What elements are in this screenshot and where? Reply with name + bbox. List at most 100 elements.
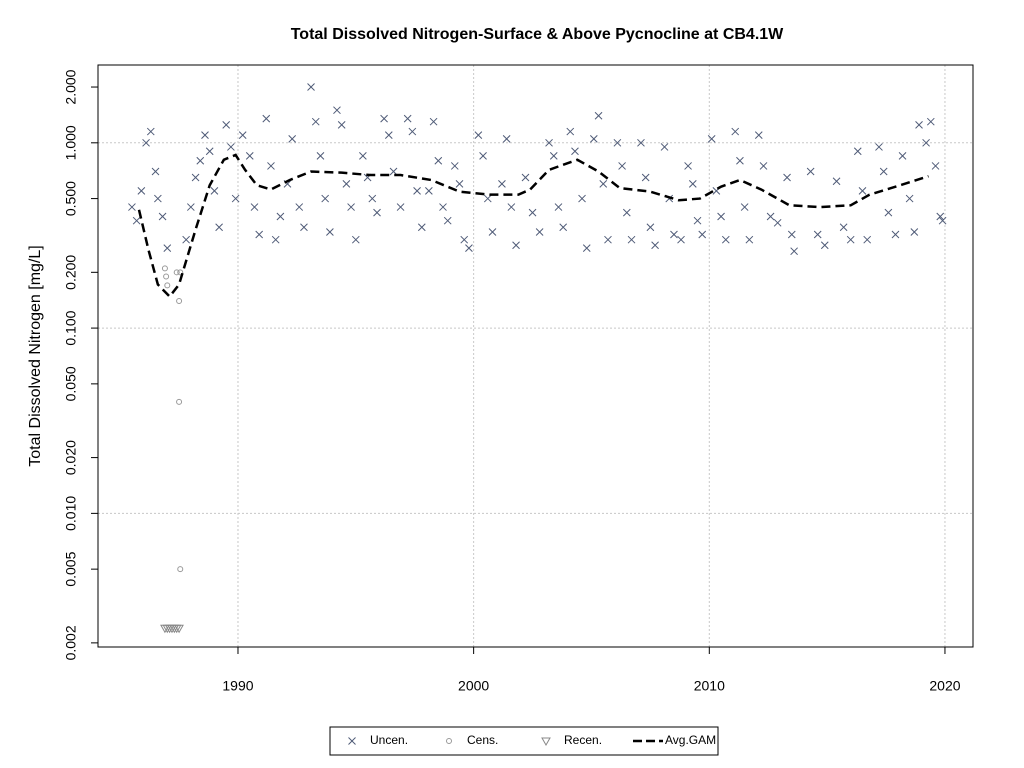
x-marker bbox=[498, 180, 506, 188]
circle-marker bbox=[173, 269, 180, 276]
x-stroke bbox=[535, 228, 544, 236]
x-marker bbox=[311, 117, 320, 126]
x-stroke bbox=[439, 203, 447, 211]
x-marker bbox=[479, 152, 487, 160]
x-marker bbox=[879, 167, 888, 176]
x-marker bbox=[839, 223, 848, 232]
y-tick-label: 1.000 bbox=[63, 125, 79, 160]
x-marker bbox=[910, 228, 919, 236]
x-stroke bbox=[262, 114, 271, 123]
x-stroke bbox=[884, 208, 893, 217]
x-stroke bbox=[938, 216, 947, 225]
x-marker bbox=[660, 143, 669, 151]
x-stroke bbox=[905, 194, 914, 203]
x-marker bbox=[693, 216, 702, 225]
x-stroke bbox=[255, 230, 264, 239]
x-stroke bbox=[450, 162, 459, 170]
x-marker bbox=[651, 241, 659, 250]
x-marker bbox=[483, 194, 492, 203]
x-tick-label: 2000 bbox=[458, 678, 489, 694]
x-stroke bbox=[479, 152, 487, 160]
circle-marker bbox=[177, 566, 184, 573]
x-stroke bbox=[651, 241, 659, 250]
chart-title: Total Dissolved Nitrogen-Surface & Above… bbox=[291, 26, 784, 43]
x-marker bbox=[622, 208, 631, 217]
x-stroke bbox=[417, 223, 426, 232]
y-tick-label: 0.200 bbox=[63, 255, 79, 290]
x-marker bbox=[137, 187, 146, 195]
x-marker bbox=[863, 235, 872, 244]
x-stroke bbox=[677, 235, 685, 244]
x-stroke bbox=[813, 230, 822, 239]
legend-text: Avg.GAM bbox=[665, 733, 716, 747]
x-marker bbox=[443, 216, 452, 225]
x-stroke bbox=[205, 147, 214, 156]
x-stroke bbox=[931, 162, 940, 170]
x-stroke bbox=[238, 131, 247, 139]
triangle-marker bbox=[174, 624, 184, 634]
x-marker bbox=[333, 106, 341, 115]
x-stroke bbox=[512, 241, 520, 250]
x-stroke bbox=[434, 156, 443, 165]
x-marker bbox=[201, 131, 209, 139]
x-stroke bbox=[754, 131, 763, 139]
x-marker bbox=[262, 114, 271, 123]
x-marker bbox=[396, 203, 405, 211]
x-marker bbox=[182, 235, 190, 244]
x-stroke bbox=[191, 173, 200, 182]
x-stroke bbox=[316, 152, 325, 160]
x-marker bbox=[295, 203, 304, 211]
x-marker bbox=[922, 138, 930, 147]
circle-marker bbox=[176, 398, 183, 405]
x-marker bbox=[740, 203, 749, 211]
x-marker bbox=[191, 173, 200, 182]
x-marker bbox=[707, 135, 716, 143]
x-stroke bbox=[736, 156, 744, 165]
x-marker bbox=[408, 127, 417, 136]
x-stroke bbox=[599, 180, 608, 188]
x-stroke bbox=[875, 143, 883, 151]
x-stroke bbox=[321, 194, 330, 203]
x-stroke bbox=[521, 173, 530, 182]
x-stroke bbox=[245, 152, 254, 160]
legend-text: Cens. bbox=[467, 733, 498, 747]
x-tick-label: 2020 bbox=[929, 678, 960, 694]
circle-marker bbox=[161, 265, 168, 272]
y-tick-label: 0.100 bbox=[63, 310, 79, 345]
x-stroke bbox=[283, 180, 292, 188]
x-stroke bbox=[806, 167, 815, 176]
x-marker bbox=[806, 167, 815, 176]
x-stroke bbox=[717, 212, 725, 221]
x-marker bbox=[417, 223, 426, 232]
x-marker bbox=[783, 173, 791, 182]
x-stroke bbox=[783, 173, 791, 182]
x-stroke bbox=[307, 83, 315, 91]
x-marker bbox=[641, 173, 650, 182]
x-marker bbox=[698, 230, 707, 239]
x-marker bbox=[450, 162, 459, 170]
x-stroke bbox=[333, 106, 341, 115]
x-stroke bbox=[396, 203, 405, 211]
x-marker bbox=[245, 152, 254, 160]
x-marker bbox=[384, 131, 393, 139]
x-marker bbox=[813, 230, 822, 239]
y-tick-label: 0.010 bbox=[63, 496, 79, 531]
x-marker bbox=[745, 235, 754, 244]
x-stroke bbox=[936, 212, 945, 221]
x-stroke bbox=[408, 127, 417, 136]
x-stroke bbox=[460, 235, 469, 244]
x-stroke bbox=[594, 111, 603, 120]
x-stroke bbox=[455, 180, 464, 188]
x-marker bbox=[359, 152, 367, 160]
x-marker bbox=[773, 218, 782, 227]
x-marker bbox=[677, 235, 685, 244]
x-stroke bbox=[554, 203, 563, 211]
x-stroke bbox=[132, 216, 141, 225]
x-marker bbox=[488, 228, 497, 236]
x-stroke bbox=[465, 244, 473, 253]
x-stroke bbox=[898, 152, 907, 160]
x-stroke bbox=[922, 138, 930, 147]
